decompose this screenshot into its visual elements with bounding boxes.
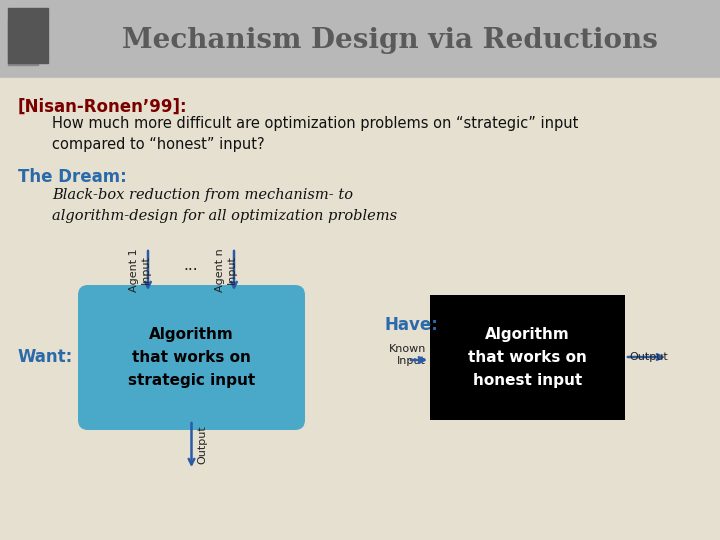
Bar — [0, 0, 720, 78]
Text: Output: Output — [629, 352, 667, 362]
Bar — [0, 78, 720, 540]
Text: Algorithm
that works on
strategic input: Algorithm that works on strategic input — [128, 327, 255, 388]
FancyBboxPatch shape — [78, 285, 305, 430]
Text: The Dream:: The Dream: — [18, 168, 127, 186]
Text: How much more difficult are optimization problems on “strategic” input
compared : How much more difficult are optimization… — [52, 116, 578, 152]
Bar — [8, 20, 38, 65]
Text: Agent 1
Input: Agent 1 Input — [129, 248, 150, 292]
Text: Want:: Want: — [18, 348, 73, 366]
Text: Black-box reduction from mechanism- to
algorithm-design for all optimization pro: Black-box reduction from mechanism- to a… — [52, 188, 397, 222]
Bar — [8, 8, 48, 63]
Text: ...: ... — [184, 258, 198, 273]
Text: [Nisan-Ronen’99]:: [Nisan-Ronen’99]: — [18, 98, 188, 116]
Text: Mechanism Design via Reductions: Mechanism Design via Reductions — [122, 26, 658, 53]
Text: Agent n
Input: Agent n Input — [215, 248, 237, 292]
Text: Known
Input: Known Input — [389, 344, 426, 366]
Text: Algorithm
that works on
honest input: Algorithm that works on honest input — [468, 327, 587, 388]
Text: Have:: Have: — [385, 316, 439, 334]
Bar — [430, 295, 625, 420]
Text: Output: Output — [197, 426, 207, 464]
